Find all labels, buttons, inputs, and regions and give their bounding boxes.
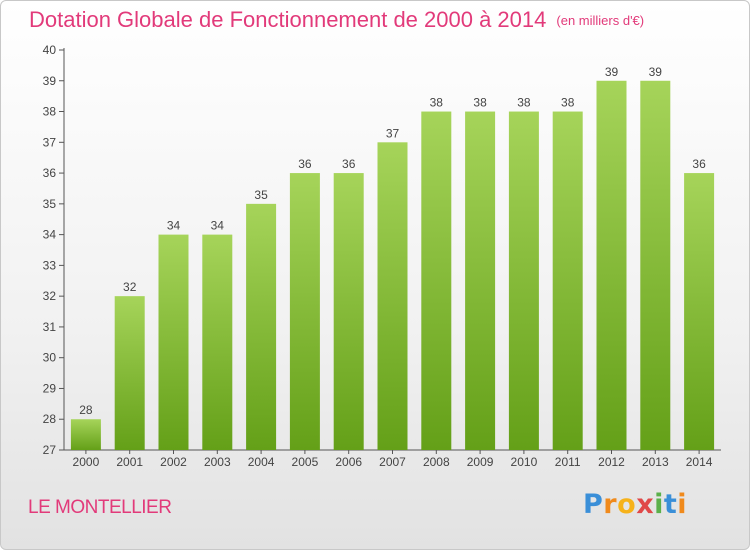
y-tick-label: 40 [43,43,57,57]
data-label-2001: 32 [123,280,137,294]
y-tick-label: 28 [43,412,57,426]
y-tick-label: 38 [43,105,57,119]
x-tick-label: 2002 [160,455,187,469]
bar-2002 [158,234,189,450]
x-tick-label: 2013 [642,455,669,469]
bar-2003 [202,234,233,450]
y-tick-label: 27 [43,443,57,457]
data-label-2010: 38 [517,96,531,110]
town-name: LE MONTELLIER [28,497,172,518]
x-tick-label: 2009 [467,455,494,469]
bar-2013 [640,80,671,451]
bar-2005 [289,173,320,451]
bar-2008 [421,111,452,451]
y-tick-label: 35 [43,197,57,211]
bar-2012 [596,80,627,451]
data-label-2009: 38 [473,96,487,110]
bar-2001 [114,296,145,450]
data-label-2013: 39 [649,65,663,79]
y-tick-label: 33 [43,258,57,272]
data-label-2003: 34 [211,219,225,233]
bar-2006 [333,173,364,451]
x-tick-label: 2003 [204,455,231,469]
data-label-2002: 34 [167,219,181,233]
data-label-2008: 38 [430,96,444,110]
bar-2014 [684,173,715,451]
data-label-2011: 38 [561,96,575,110]
x-tick-label: 2012 [598,455,625,469]
unit-label: (en milliers d'€) [556,13,645,28]
y-tick-label: 32 [43,289,57,303]
x-tick-label: 2008 [423,455,450,469]
bar-2009 [465,111,496,451]
y-tick-label: 39 [43,74,57,88]
data-label-2005: 36 [298,157,312,171]
bar-2010 [508,111,539,451]
y-tick-label: 30 [43,351,57,365]
chart-title-text: Dotation Globale de Fonctionnement de 20… [29,7,547,32]
x-tick-label: 2006 [335,455,362,469]
chart-title: Dotation Globale de Fonctionnement de 20… [29,7,644,33]
data-label-2012: 39 [605,65,619,79]
y-tick-label: 29 [43,381,57,395]
x-tick-label: 2000 [73,455,100,469]
x-tick-label: 2005 [292,455,319,469]
bar-2004 [246,203,277,450]
data-label-2006: 36 [342,157,356,171]
data-label-2007: 37 [386,126,400,140]
y-tick-label: 34 [43,228,57,242]
bar-2007 [377,142,408,451]
x-tick-label: 2004 [248,455,275,469]
y-tick-label: 37 [43,135,57,149]
data-label-2004: 35 [254,188,268,202]
y-tick-label: 31 [43,320,57,334]
x-tick-label: 2007 [379,455,406,469]
x-tick-label: 2011 [555,455,581,469]
proxiti-logo: Proxiti [583,489,688,520]
data-label-2000: 28 [79,403,93,417]
x-tick-label: 2014 [686,455,713,469]
y-tick-label: 36 [43,166,57,180]
bar-2000 [70,419,101,450]
bar-2011 [552,111,583,451]
x-tick-label: 2010 [511,455,538,469]
data-label-2014: 36 [692,157,706,171]
x-tick-label: 2001 [116,455,143,469]
